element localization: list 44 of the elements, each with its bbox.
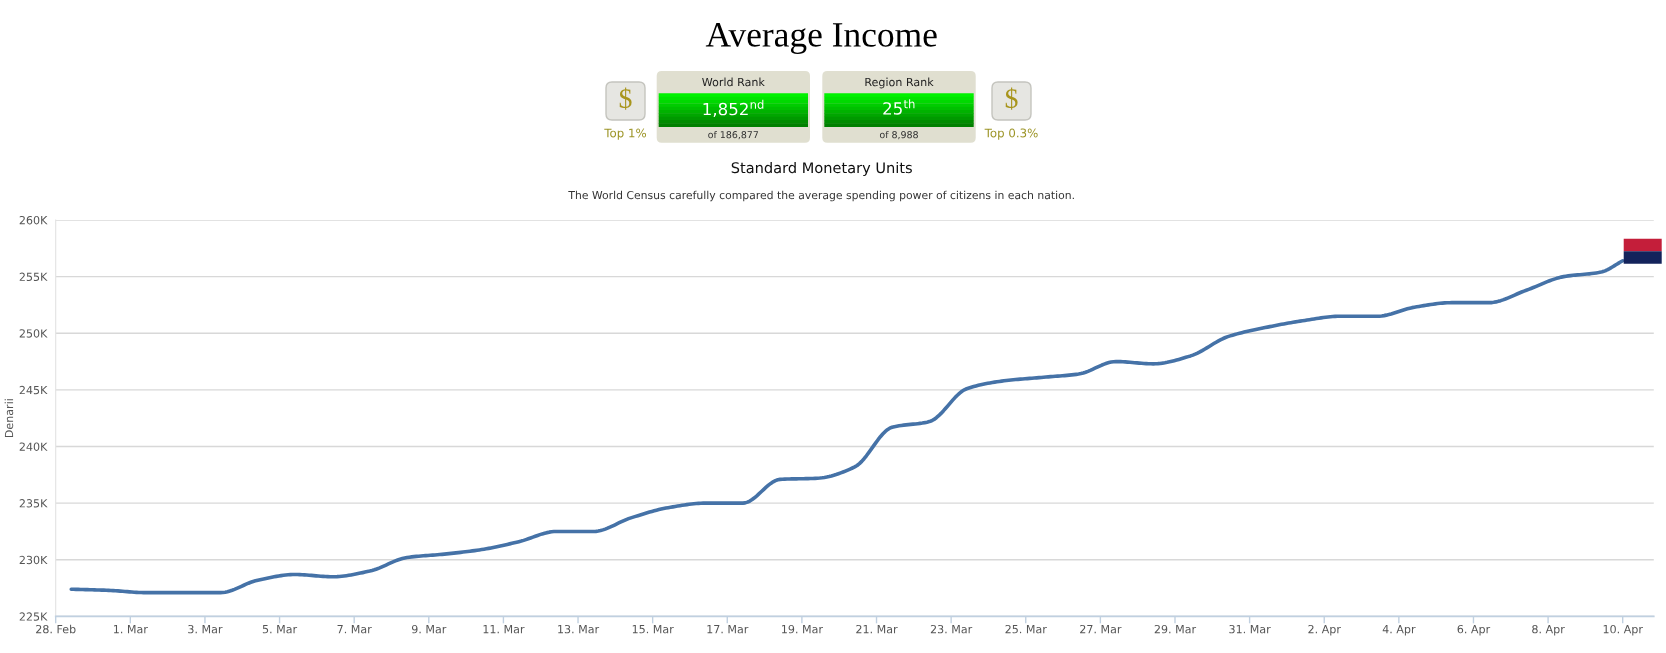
x-tick-label: 6. Apr xyxy=(1457,624,1491,636)
text: of 186,877 xyxy=(708,130,759,140)
y-tick-label: 240K xyxy=(19,442,48,451)
text: 1,852$^{nd}$ xyxy=(703,99,764,118)
text: Top 0.3% xyxy=(984,128,1038,140)
text: of 8,988 xyxy=(879,130,918,140)
x-tick-label: 19. Mar xyxy=(782,624,823,634)
text: Top 1% xyxy=(604,128,647,140)
y-tick-label: 230K xyxy=(19,555,48,565)
x-tick-label: 13. Mar xyxy=(558,624,600,634)
x-tick-label: 5. Mar xyxy=(262,625,298,634)
x-tick-label: 28. Feb xyxy=(36,624,76,634)
y-axis-title: Denarii xyxy=(4,399,14,438)
y-tick-label: 255K xyxy=(19,272,48,282)
x-tick-label: 11. Mar xyxy=(483,625,525,634)
x-tick-label: 2. Apr xyxy=(1308,624,1341,636)
chart-title: Standard Monetary Units xyxy=(731,161,912,177)
x-tick-label: 29. Mar xyxy=(1154,624,1197,634)
x-tick-label: 7. Mar xyxy=(337,625,372,634)
x-tick-label: 3. Mar xyxy=(188,624,223,634)
text: Region Rank xyxy=(865,77,934,89)
x-tick-label: 9. Mar xyxy=(411,624,447,634)
text: $ xyxy=(1005,87,1018,110)
text: $ xyxy=(619,87,632,110)
chart-subtitle: The World Census carefully compared the average spending power of citizens in each nation. xyxy=(568,190,1074,202)
x-tick-label: 31. Mar xyxy=(1229,624,1271,634)
x-tick-label: 1. Mar xyxy=(113,625,148,634)
x-tick-label: 27. Mar xyxy=(1080,624,1122,634)
x-tick-label: 25. Mar xyxy=(1005,624,1047,634)
y-tick-label: 245K xyxy=(19,385,48,395)
x-tick-label: 15. Mar xyxy=(632,625,674,634)
y-tick-label: 250K xyxy=(19,329,48,338)
x-tick-label: 4. Apr xyxy=(1382,625,1416,636)
x-tick-label: 23. Mar xyxy=(930,624,973,634)
x-tick-label: 21. Mar xyxy=(856,624,898,634)
x-tick-label: 8. Apr xyxy=(1532,624,1565,636)
text: World Rank xyxy=(702,77,765,87)
y-tick-label: 235K xyxy=(19,499,48,508)
x-tick-label: 10. Apr xyxy=(1603,624,1643,636)
y-tick-label: 260K xyxy=(19,215,48,225)
text: 25$^{th}$ xyxy=(883,99,915,115)
y-tick-label: 225K xyxy=(19,612,48,621)
x-tick-label: 17. Mar xyxy=(707,625,749,634)
text: Average Income xyxy=(705,23,937,55)
